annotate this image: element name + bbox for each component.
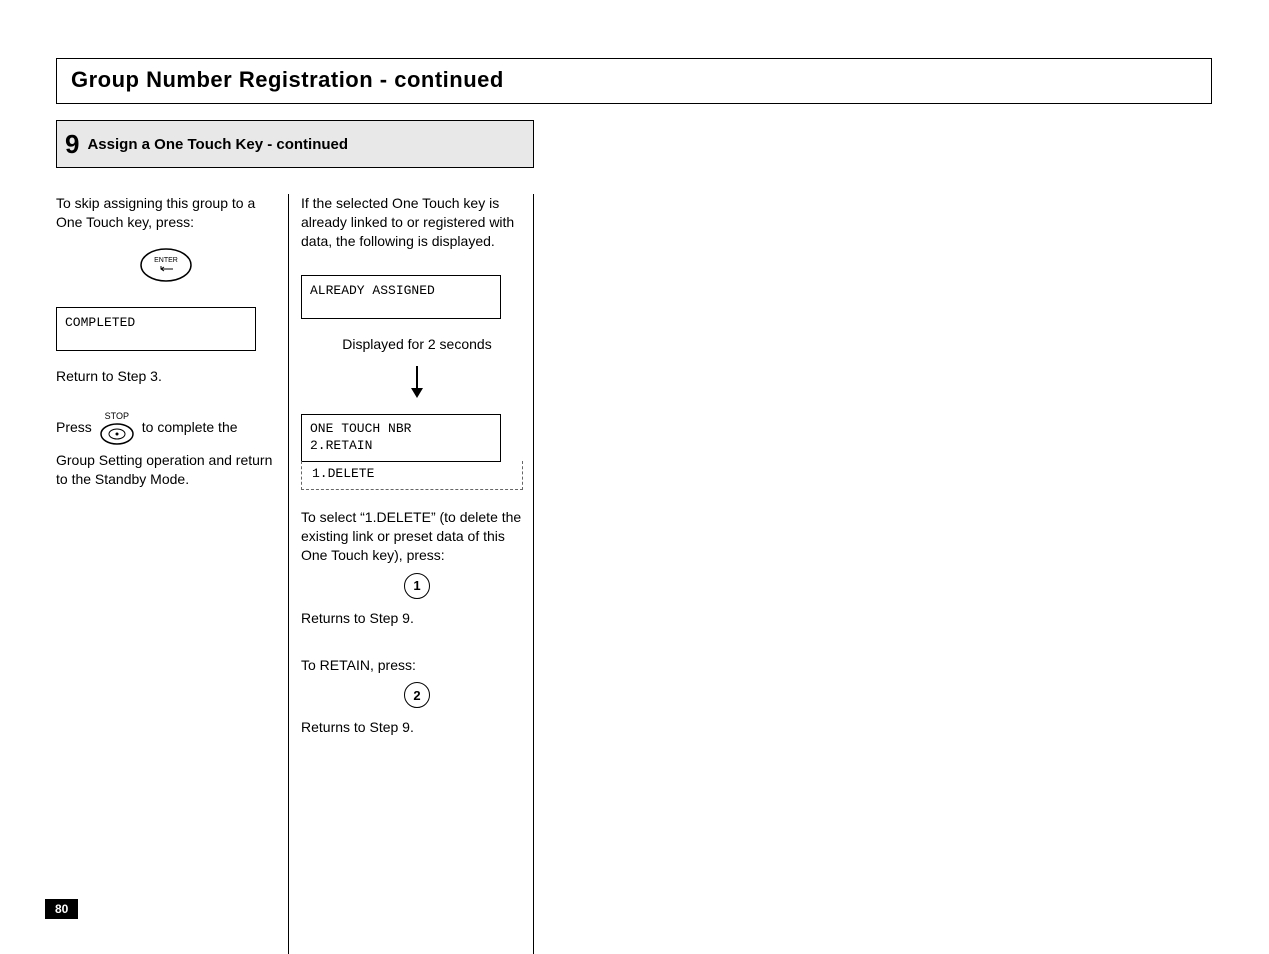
arrow-down-icon <box>301 364 533 403</box>
lcd-one-touch-nbr: ONE TOUCH NBR 2.RETAIN <box>301 414 501 462</box>
lcd-already-assigned: ALREADY ASSIGNED <box>301 275 501 319</box>
page-title-box: Group Number Registration - continued <box>56 58 1212 104</box>
lcd-completed: COMPLETED <box>56 307 256 351</box>
returns-step-9a: Returns to Step 9. <box>301 609 533 628</box>
column-divider-2 <box>533 194 534 954</box>
returns-step-9b: Returns to Step 9. <box>301 718 533 737</box>
lcd-nbr-line1: ONE TOUCH NBR <box>310 421 492 438</box>
enter-key-icon: ENTER <box>139 246 193 284</box>
page-number: 80 <box>45 899 78 919</box>
right-intro: If the selected One Touch key is already… <box>301 194 533 251</box>
lcd-already-assigned-text: ALREADY ASSIGNED <box>310 282 435 300</box>
keypad-2-button[interactable]: 2 <box>404 682 430 708</box>
retain-para: To RETAIN, press: <box>301 656 533 675</box>
enter-key-label: ENTER <box>154 257 178 264</box>
delete-para: To select “1.DELETE” (to delete the exis… <box>301 508 533 565</box>
press-word: Press <box>56 418 92 437</box>
stop-label: STOP <box>105 410 129 422</box>
press-tail: to complete the <box>142 418 238 437</box>
step-header: 9 Assign a One Touch Key - continued <box>56 120 534 168</box>
enter-button-wrap: ENTER <box>56 246 276 289</box>
right-column: If the selected One Touch key is already… <box>301 194 533 954</box>
press-stop-row: Press STOP to complete the <box>56 410 276 445</box>
lcd-nbr-alt: 1.DELETE <box>312 466 374 481</box>
keypad-1-button[interactable]: 1 <box>404 573 430 599</box>
step-number: 9 <box>65 129 79 160</box>
column-divider-1 <box>288 194 289 954</box>
caption-2s: Displayed for 2 seconds <box>301 335 533 354</box>
lcd-nbr-line2: 2.RETAIN <box>310 438 492 455</box>
step-title: Assign a One Touch Key - continued <box>87 136 348 153</box>
return-step-3: Return to Step 3. <box>56 367 276 386</box>
stop-button-wrap: STOP <box>100 410 134 445</box>
page-title: Group Number Registration - continued <box>71 67 1197 93</box>
lcd-completed-text: COMPLETED <box>65 314 135 332</box>
left-intro: To skip assigning this group to a One To… <box>56 194 276 232</box>
press-para2: Group Setting operation and return to th… <box>56 451 276 489</box>
left-column: To skip assigning this group to a One To… <box>56 194 288 954</box>
lcd-alt-option: 1.DELETE <box>301 461 523 490</box>
lcd-one-touch-stack: ONE TOUCH NBR 2.RETAIN 1.DELETE <box>301 414 523 490</box>
stop-key-icon <box>100 423 134 445</box>
